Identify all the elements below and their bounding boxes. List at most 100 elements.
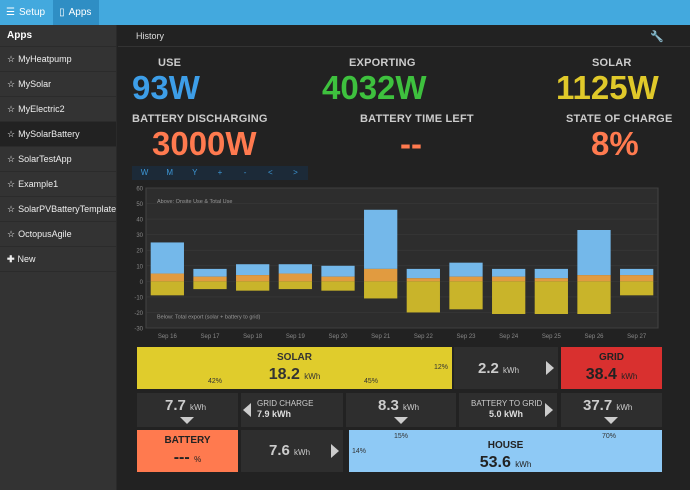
battery-to-grid-flow: BATTERY TO GRID 5.0 kWh	[459, 393, 557, 427]
setup-tab[interactable]: ☰ Setup	[0, 0, 53, 25]
top-bar: ☰ Setup ▯ Apps	[0, 0, 690, 25]
sidebar-item-octopusagile[interactable]: ☆ OctopusAgile	[0, 222, 116, 247]
sidebar-item-mysolarbattery[interactable]: ☆ MySolarBattery	[0, 122, 116, 147]
solar-to-battery-flow: 7.7 kWh	[137, 393, 238, 427]
sidebar-item-myelectric2[interactable]: ☆ MyElectric2	[0, 97, 116, 122]
sidebar-new-label: New	[17, 254, 36, 264]
house-pct-mid: 15%	[394, 433, 409, 440]
zoom-month-button[interactable]: M	[166, 168, 174, 177]
arrow-right-icon	[546, 361, 554, 375]
arrow-down-icon	[604, 417, 618, 424]
solar-pct-right: 12%	[434, 364, 449, 371]
battery-to-house-unit: kWh	[294, 448, 311, 457]
star-icon: ☆	[7, 153, 16, 164]
house-box-unit: kWh	[515, 460, 532, 469]
menu-icon: ☰	[6, 7, 15, 18]
bar-use	[193, 268, 227, 277]
y-tick-label: 50	[136, 202, 143, 208]
wrench-icon[interactable]: 🔧	[650, 31, 664, 43]
battery-box-value: --- %	[137, 449, 238, 467]
star-icon: ☆	[7, 203, 16, 214]
solar-to-grid-value: 2.2 kWh	[478, 360, 519, 377]
sidebar-item-solartestapp[interactable]: ☆ SolarTestApp	[0, 147, 116, 172]
y-tick-label: 60	[136, 187, 143, 193]
x-tick-label: Sep 19	[286, 334, 306, 340]
solar-to-house-unit: kWh	[403, 403, 420, 412]
solar-to-battery-value: 7.7 kWh	[165, 397, 206, 414]
sidebar-item-label: MyHeatpump	[18, 54, 72, 64]
sidebar-item-label: OctopusAgile	[18, 229, 72, 239]
bar-battery	[577, 275, 611, 282]
history-bar-chart[interactable]: 60 50 40 30 20 10 0 -10 -20 -30 Sep 16 Sep 17 Sep 18…	[132, 184, 662, 344]
grid-box-label: GRID	[599, 352, 624, 363]
sidebar-item-solarpvbatterytemplate[interactable]: ☆ SolarPVBatteryTemplate	[0, 197, 116, 222]
zoom-in-button[interactable]: +	[217, 168, 223, 177]
solar-to-house-flow: 8.3 kWh	[346, 393, 456, 427]
star-icon: ☆	[7, 53, 16, 64]
x-tick-label: Sep 17	[200, 334, 220, 340]
bar-battery	[620, 275, 654, 282]
bar-use	[406, 268, 440, 279]
sidebar-item-mysolar[interactable]: ☆ MySolar	[0, 72, 116, 97]
bar-use	[492, 268, 526, 277]
zoom-week-button[interactable]: W	[140, 168, 149, 177]
grid-box-unit: kWh	[621, 372, 638, 381]
sidebar-item-label: MySolarBattery	[18, 129, 80, 139]
grid-charge-flow: GRID CHARGE 7.9 kWh	[241, 393, 343, 427]
history-link[interactable]: History	[136, 31, 165, 41]
sidebar-item-myheatpump[interactable]: ☆ MyHeatpump	[0, 47, 116, 72]
solar-label: SOLAR	[592, 57, 632, 69]
plus-icon: ✚	[7, 253, 15, 264]
bar-export	[449, 281, 483, 310]
use-value: 93W	[132, 69, 200, 106]
battery-to-grid-value: 5.0 kWh	[489, 409, 524, 419]
x-tick-label: Sep 25	[542, 334, 562, 340]
x-tick-label: Sep 16	[158, 334, 178, 340]
bar-export	[150, 281, 184, 296]
battery-time-left-value: --	[400, 125, 422, 162]
sidebar-new-button[interactable]: ✚ New	[0, 247, 116, 272]
solar-to-grid-unit: kWh	[503, 366, 520, 375]
x-tick-label: Sep 21	[371, 334, 391, 340]
star-icon: ☆	[7, 78, 16, 89]
solar-box: SOLAR 18.2 kWh 42% 45% 12%	[137, 347, 452, 389]
sidebar-item-example1[interactable]: ☆ Example1	[0, 172, 116, 197]
y-tick-label: 40	[136, 218, 143, 224]
sidebar-heading: Apps	[0, 25, 116, 47]
solar-to-house-value: 8.3 kWh	[378, 397, 419, 414]
apps-tab[interactable]: ▯ Apps	[53, 0, 100, 25]
grid-to-house-unit: kWh	[616, 403, 633, 412]
grid-box: GRID 38.4 kWh	[561, 347, 662, 389]
x-tick-label: Sep 24	[499, 334, 519, 340]
solar-box-number: 18.2	[268, 366, 300, 383]
bar-battery	[278, 273, 312, 282]
solar-box-label: SOLAR	[277, 352, 312, 363]
sidebar-item-label: MyElectric2	[18, 104, 65, 114]
star-icon: ☆	[7, 128, 16, 139]
pan-right-button[interactable]: >	[293, 168, 298, 177]
battery-to-grid-label: BATTERY TO GRID	[471, 399, 543, 408]
bar-export	[620, 281, 654, 296]
bar-export	[492, 281, 526, 314]
bar-battery	[534, 278, 568, 282]
bar-battery	[150, 273, 184, 282]
battery-box-number: ---	[173, 449, 190, 466]
bar-use	[321, 265, 355, 277]
zoom-controls: W M Y + - < >	[132, 166, 308, 180]
pan-left-button[interactable]: <	[267, 168, 273, 177]
battery-box-label: BATTERY	[164, 435, 211, 446]
bar-battery	[449, 276, 483, 282]
zoom-out-button[interactable]: -	[243, 168, 247, 177]
bar-export	[321, 281, 355, 291]
bar-use	[364, 209, 398, 269]
x-tick-label: Sep 18	[243, 334, 263, 340]
annotation-below: Below: Total export (solar + battery to …	[157, 314, 261, 320]
sidebar-item-label: SolarTestApp	[18, 154, 72, 164]
grid-box-number: 38.4	[585, 366, 617, 383]
y-tick-label: 10	[136, 264, 143, 270]
arrow-left-icon	[243, 403, 251, 417]
x-tick-label: Sep 23	[456, 334, 476, 340]
x-tick-label: Sep 27	[627, 334, 647, 340]
zoom-year-button[interactable]: Y	[192, 168, 198, 177]
grid-to-house-value: 37.7 kWh	[583, 397, 632, 414]
